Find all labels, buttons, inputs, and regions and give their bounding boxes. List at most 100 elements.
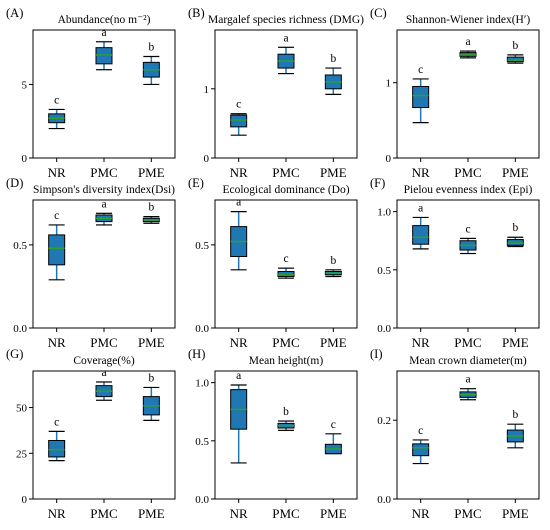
panel-label: (C) <box>370 6 387 20</box>
axes-frame <box>396 199 540 329</box>
box-body <box>277 270 295 277</box>
panel-i: (I) Mean crown diameter(m) 0.0 0.2 NR PMC PME c… <box>370 347 540 521</box>
significance-letter: a <box>101 198 106 210</box>
y-tick-label: 1 <box>386 78 392 90</box>
significance-letter: b <box>148 41 154 53</box>
significance-letter: a <box>236 197 241 209</box>
box-nr: c <box>230 99 248 136</box>
box-body <box>230 114 248 128</box>
box-pme: b <box>506 40 524 64</box>
y-tick-label: 50 <box>16 403 28 415</box>
significance-letter: a <box>101 367 106 379</box>
box-body <box>412 85 430 109</box>
y-tick-label: 0.0 <box>377 323 391 335</box>
y-tick-label: 0 <box>386 153 392 165</box>
panel-title: Mean crown diameter(m) <box>409 355 527 367</box>
significance-letter: a <box>418 202 423 214</box>
box-pmc: a <box>95 198 113 226</box>
x-tick-label-pme: PME <box>320 165 347 180</box>
significance-letter: c <box>54 94 59 106</box>
significance-letter: b <box>148 202 154 214</box>
y-tick-label: 0.0 <box>377 494 391 506</box>
significance-letter: b <box>512 40 518 52</box>
panel-f: (F) Pielou evenness index (Epi) 0.0 0.5 1.0 N… <box>370 176 540 350</box>
y-tick-label: 1.0 <box>377 207 391 219</box>
box-nr: c <box>412 425 430 465</box>
panel-label: (A) <box>6 6 23 20</box>
x-tick-label-pme: PME <box>502 506 529 521</box>
box-pmc: a <box>459 374 477 401</box>
panel-title: Simpson's diversity index(Dsi) <box>33 184 175 196</box>
box-nr: c <box>48 210 66 281</box>
panel-b: (B) Margalef species richness (DMG) 0 1 NR PM… <box>188 6 364 180</box>
box-nr: c <box>48 416 66 462</box>
box-pme: b <box>506 222 524 248</box>
panel-label: (E) <box>188 176 204 190</box>
x-tick-label-pmc: PMC <box>272 506 299 521</box>
x-tick-label-nr: NR <box>412 335 430 350</box>
x-tick-label-nr: NR <box>412 506 430 521</box>
box-nr: a <box>412 202 430 250</box>
x-tick-label-pme: PME <box>502 335 529 350</box>
panel-h: (H) Mean height(m) 0.0 0.5 1.0 NR PMC PME a b c <box>188 347 358 521</box>
significance-letter: c <box>418 64 423 76</box>
x-tick-label-pmc: PMC <box>90 165 117 180</box>
x-tick-label-nr: NR <box>230 506 248 521</box>
x-tick-label-pme: PME <box>502 165 529 180</box>
significance-letter: c <box>465 223 470 235</box>
x-tick-label-pmc: PMC <box>454 335 481 350</box>
box-nr: a <box>230 370 248 464</box>
panel-label: (I) <box>370 347 383 361</box>
x-tick-label-pme: PME <box>138 335 165 350</box>
x-tick-label-pme: PME <box>138 165 165 180</box>
significance-letter: b <box>512 222 518 234</box>
box-nr: a <box>230 197 248 271</box>
y-tick-label: 5 <box>22 79 28 91</box>
box-pmc: a <box>95 367 113 401</box>
significance-letter: a <box>465 374 470 386</box>
significance-letter: c <box>283 253 288 265</box>
significance-letter: b <box>330 255 336 267</box>
y-tick-label: 0.5 <box>13 240 27 252</box>
significance-letter: a <box>465 36 470 48</box>
panel-label: (D) <box>6 176 23 190</box>
y-tick-label: 0.2 <box>377 415 391 427</box>
panel-title: Shannon-Wiener index(H′) <box>406 14 531 26</box>
panel-d: (D) Simpson's diversity index(Dsi) 0.0 0.5 N… <box>6 176 176 350</box>
y-tick-label: 1.0 <box>195 378 209 390</box>
x-tick-label-pme: PME <box>320 335 347 350</box>
panel-title: Pielou evenness index (Epi) <box>404 184 533 196</box>
box-pmc: c <box>459 223 477 255</box>
box-pmc: a <box>277 32 295 75</box>
significance-letter: b <box>330 53 336 65</box>
panel-title: Ecological dominance (Do) <box>222 184 349 196</box>
y-tick-label: 0.0 <box>195 494 209 506</box>
panel-e: (E) Ecological dominance (Do) 0.0 0.5 NR PMC P… <box>188 176 358 350</box>
box-pme: c <box>324 419 342 455</box>
panel-title: Abundance(no m⁻²) <box>58 14 151 26</box>
significance-letter: c <box>418 425 423 437</box>
panel-title: Mean height(m) <box>249 355 324 367</box>
significance-letter: b <box>283 406 289 418</box>
y-tick-label: 0.5 <box>377 265 391 277</box>
box-pme: b <box>506 409 524 449</box>
box-pme: b <box>142 372 160 421</box>
box-nr: c <box>412 64 430 124</box>
x-tick-label-pme: PME <box>320 506 347 521</box>
x-tick-label-nr: NR <box>230 165 248 180</box>
x-tick-label-pmc: PMC <box>90 335 117 350</box>
box-pmc: a <box>459 36 477 59</box>
x-tick-label-nr: NR <box>412 165 430 180</box>
panel-label: (F) <box>370 176 385 190</box>
panel-label: (G) <box>6 347 23 361</box>
panel-title: Margalef species richness (DMG) <box>208 14 364 26</box>
significance-letter: c <box>236 99 241 111</box>
y-tick-label: 0 <box>22 153 28 165</box>
y-tick-label: 25 <box>16 448 28 460</box>
x-tick-label-nr: NR <box>230 335 248 350</box>
significance-letter: a <box>101 27 106 39</box>
box-pmc: c <box>277 253 295 279</box>
panel-title: Coverage(%) <box>73 355 134 367</box>
box-pmc: b <box>277 406 295 431</box>
